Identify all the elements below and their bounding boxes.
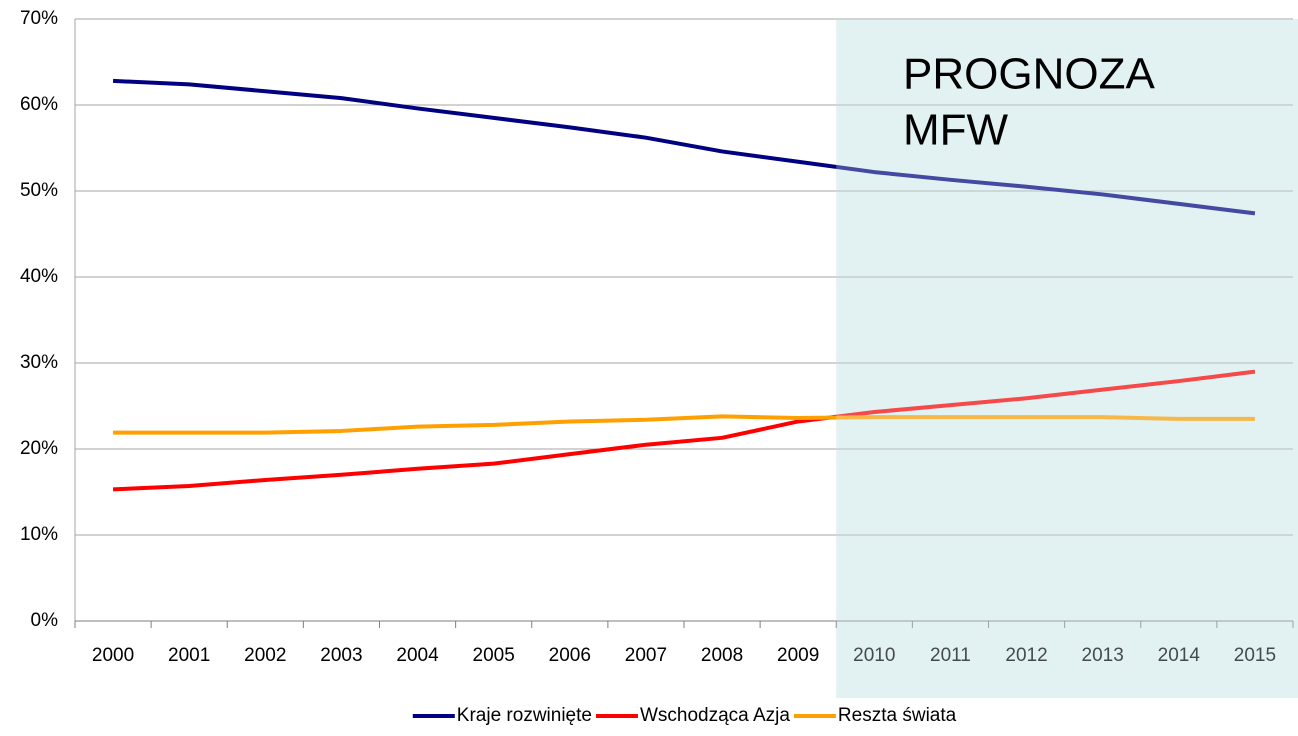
x-tick-label: 2005 [473, 645, 515, 666]
series-line [113, 414, 1255, 435]
x-tick-label: 2014 [1158, 645, 1201, 666]
forecast-region [836, 19, 1298, 698]
annotation: MFW [903, 106, 1009, 155]
x-tick-label: 2015 [1234, 645, 1276, 666]
y-tick-label: 10% [20, 524, 58, 545]
x-tick-label: 2013 [1082, 645, 1124, 666]
y-tick-label: 70% [20, 8, 58, 29]
legend-label: Reszta świata [838, 705, 957, 726]
y-tick-label: 0% [31, 610, 59, 631]
series-line [112, 369, 1256, 492]
x-tick-label: 2008 [701, 645, 743, 666]
x-tick-label: 2012 [1005, 645, 1047, 666]
legend-label: Wschodząca Azja [640, 705, 790, 726]
x-tick-label: 2003 [320, 645, 362, 666]
x-tick-label: 2006 [549, 645, 591, 666]
x-tick-label: 2010 [853, 645, 895, 666]
x-tick-label: 2007 [625, 645, 667, 666]
x-tick-label: 2004 [396, 645, 439, 666]
y-tick-label: 40% [20, 266, 58, 287]
y-tick-label: 20% [20, 438, 58, 459]
series-line [112, 78, 1256, 216]
y-tick-label: 30% [20, 352, 58, 373]
legend-label: Kraje rozwinięte [457, 705, 592, 726]
x-tick-label: 2002 [244, 645, 286, 666]
y-tick-label: 50% [20, 180, 58, 201]
y-tick-label: 60% [20, 94, 58, 115]
annotation: PROGNOZA [903, 50, 1155, 99]
legend: Kraje rozwinięte Wschodząca Azja Reszta św… [412, 705, 957, 726]
x-tick-label: 2011 [930, 645, 971, 666]
forecast-overlay [836, 19, 1298, 698]
x-tick-label: 2000 [92, 645, 134, 666]
x-tick-label: 2009 [777, 645, 819, 666]
x-tick-label: 2001 [168, 645, 210, 666]
